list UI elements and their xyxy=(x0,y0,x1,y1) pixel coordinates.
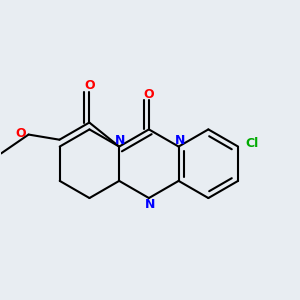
Text: N: N xyxy=(115,134,125,147)
Text: N: N xyxy=(175,134,185,147)
Text: O: O xyxy=(16,127,26,140)
Text: O: O xyxy=(84,79,94,92)
Text: N: N xyxy=(145,198,155,212)
Text: O: O xyxy=(144,88,154,100)
Text: Cl: Cl xyxy=(246,137,259,150)
